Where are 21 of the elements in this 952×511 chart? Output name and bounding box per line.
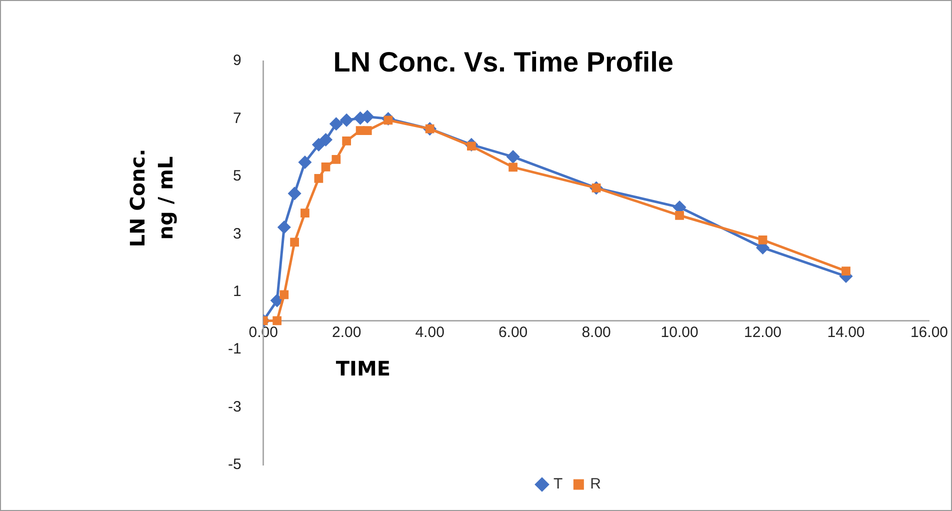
x-axis-title: TIME [336,356,391,380]
y-axis-title: LN Conc. ng / mL [126,148,178,248]
x-tick-label: 14.00 [827,324,865,341]
y-tick-label: -3 [228,398,242,416]
y-tick-label: 5 [232,168,242,185]
y-tick-label: 3 [232,225,242,242]
legend-label: R [590,476,602,493]
x-tick-label: 4.00 [415,324,444,341]
y-tick-label: -1 [228,340,242,358]
chart-title: LN Conc. Vs. Time Profile [333,46,674,78]
y-tick-label: 1 [232,283,242,300]
y-tick-label: 9 [232,52,242,70]
x-tick-label: 6.00 [498,324,528,341]
y-tick-label: -5 [228,456,242,474]
x-tick-label: 12.00 [744,324,782,341]
x-tick-label: 2.00 [332,324,362,341]
x-tick-label: 16.00 [910,324,948,341]
legend-label: T [554,476,563,493]
x-tick-label: 10.00 [660,324,698,341]
y-tick-label: 7 [232,110,242,127]
x-tick-label: 8.00 [582,324,611,341]
